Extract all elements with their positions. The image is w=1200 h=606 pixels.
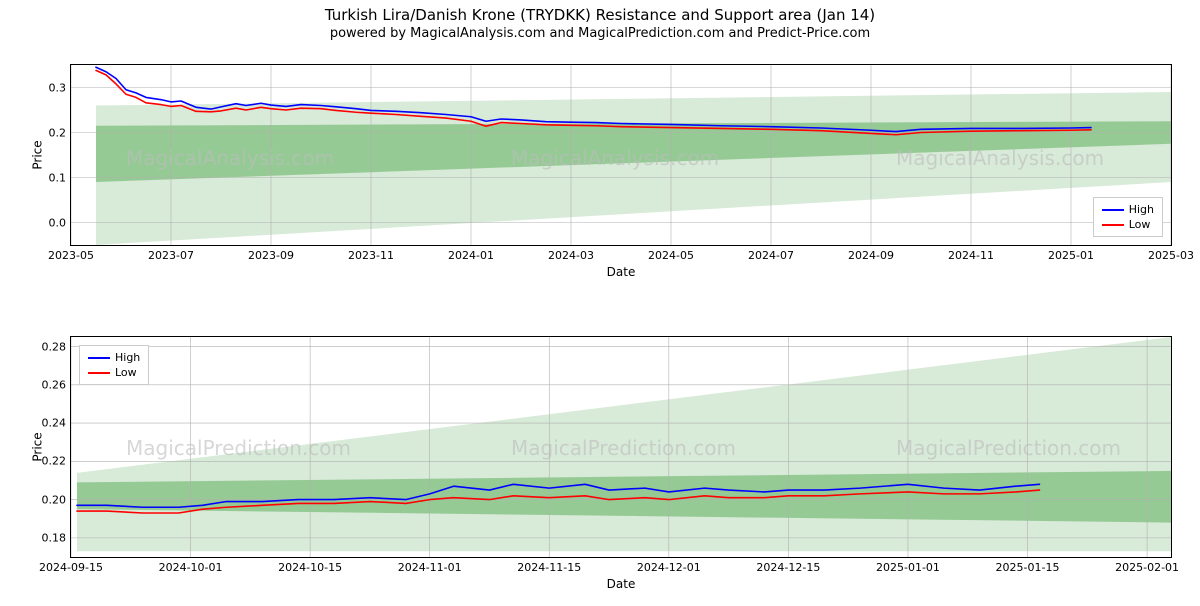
- watermark-text: MagicalAnalysis.com: [511, 146, 719, 170]
- legend-swatch-high: [88, 357, 110, 359]
- legend-item: High: [1102, 202, 1154, 217]
- x-tick-label: 2024-12-01: [637, 557, 701, 574]
- chart-subtitle: powered by MagicalAnalysis.com and Magic…: [0, 26, 1200, 41]
- x-tick-label: 2024-03: [548, 245, 594, 262]
- x-tick-label: 2025-02-01: [1115, 557, 1179, 574]
- y-tick-label: 0.0: [49, 216, 72, 229]
- watermark-text: MagicalPrediction.com: [896, 436, 1121, 460]
- x-tick-label: 2025-01: [1048, 245, 1094, 262]
- x-tick-label: 2024-11: [948, 245, 994, 262]
- x-tick-label: 2025-01-01: [876, 557, 940, 574]
- legend-swatch-low: [88, 372, 110, 374]
- bottom-x-axis-label: Date: [607, 577, 636, 591]
- y-tick-label: 0.28: [42, 340, 72, 353]
- legend-item: Low: [88, 365, 140, 380]
- chart-title: Turkish Lira/Danish Krone (TRYDKK) Resis…: [0, 6, 1200, 24]
- bottom-legend: High Low: [79, 345, 149, 385]
- x-tick-label: 2025-03: [1148, 245, 1194, 262]
- x-tick-label: 2024-01: [448, 245, 494, 262]
- watermark-text: MagicalAnalysis.com: [126, 146, 334, 170]
- x-tick-label: 2023-09: [248, 245, 294, 262]
- legend-swatch-low: [1102, 224, 1124, 226]
- y-tick-label: 0.20: [42, 493, 72, 506]
- bottom-chart: Price Date MagicalPrediction.com Magical…: [70, 336, 1172, 558]
- x-tick-label: 2025-01-15: [996, 557, 1060, 574]
- watermark-text: MagicalAnalysis.com: [896, 146, 1104, 170]
- y-tick-label: 0.1: [49, 171, 72, 184]
- x-tick-label: 2024-12-15: [756, 557, 820, 574]
- figure-container: Turkish Lira/Danish Krone (TRYDKK) Resis…: [0, 6, 1200, 606]
- y-tick-label: 0.26: [42, 378, 72, 391]
- x-tick-label: 2024-11-15: [517, 557, 581, 574]
- x-tick-label: 2023-11: [348, 245, 394, 262]
- legend-label-high: High: [1129, 203, 1154, 216]
- y-tick-label: 0.3: [49, 81, 72, 94]
- legend-item: High: [88, 350, 140, 365]
- x-tick-label: 2023-05: [48, 245, 94, 262]
- y-tick-label: 0.22: [42, 455, 72, 468]
- x-tick-label: 2024-09: [848, 245, 894, 262]
- x-tick-label: 2023-07: [148, 245, 194, 262]
- x-tick-label: 2024-09-15: [39, 557, 103, 574]
- x-tick-label: 2024-05: [648, 245, 694, 262]
- y-tick-label: 0.2: [49, 126, 72, 139]
- top-chart: Price Date MagicalAnalysis.com MagicalAn…: [70, 64, 1172, 246]
- top-legend: High Low: [1093, 197, 1163, 237]
- watermark-text: MagicalPrediction.com: [511, 436, 736, 460]
- legend-label-high: High: [115, 351, 140, 364]
- legend-swatch-high: [1102, 209, 1124, 211]
- top-y-axis-label: Price: [31, 140, 45, 169]
- x-tick-label: 2024-10-15: [278, 557, 342, 574]
- legend-label-low: Low: [1129, 218, 1151, 231]
- y-tick-label: 0.18: [42, 531, 72, 544]
- y-tick-label: 0.24: [42, 417, 72, 430]
- x-tick-label: 2024-07: [748, 245, 794, 262]
- legend-item: Low: [1102, 217, 1154, 232]
- x-tick-label: 2024-11-01: [398, 557, 462, 574]
- watermark-text: MagicalPrediction.com: [126, 436, 351, 460]
- x-tick-label: 2024-10-01: [159, 557, 223, 574]
- legend-label-low: Low: [115, 366, 137, 379]
- top-x-axis-label: Date: [607, 265, 636, 279]
